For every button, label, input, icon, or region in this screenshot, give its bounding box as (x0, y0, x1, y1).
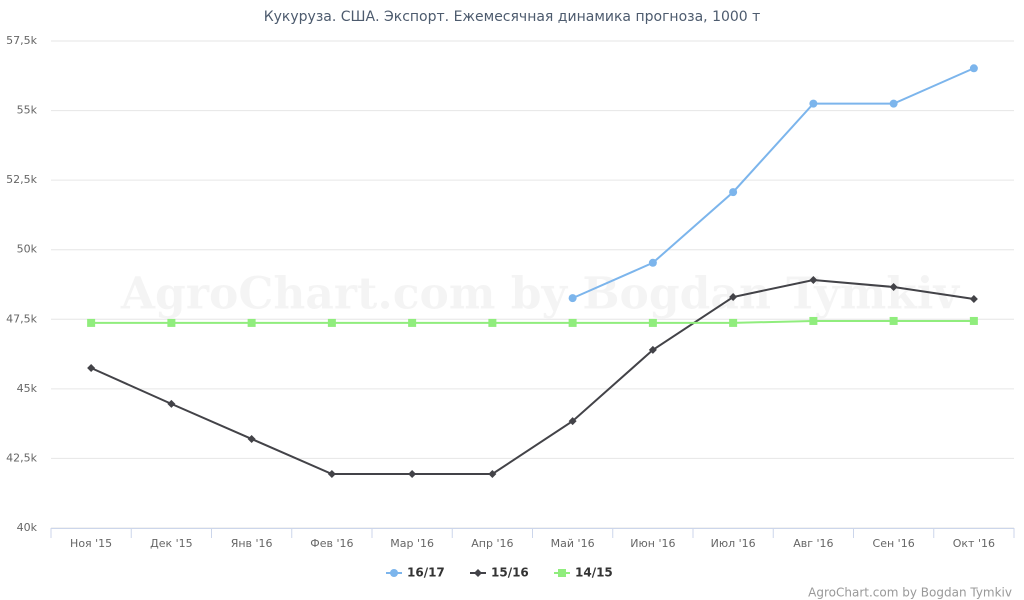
marker (729, 293, 738, 302)
marker (87, 318, 96, 327)
marker (408, 318, 417, 327)
legend-label[interactable]: 16/17 (407, 566, 445, 580)
x-tick-label: Дек '15 (150, 537, 193, 550)
marker (488, 470, 497, 479)
marker (390, 569, 398, 577)
y-tick-label: 52,5k (6, 173, 37, 186)
marker (474, 569, 482, 577)
marker (648, 345, 657, 354)
x-tick-label: Ноя '15 (70, 537, 112, 550)
y-tick-label: 40k (17, 521, 38, 534)
marker (568, 417, 577, 426)
x-tick-label: Сен '16 (873, 537, 915, 550)
marker (408, 470, 417, 479)
x-tick-label: Окт '16 (953, 537, 995, 550)
legend-label[interactable]: 15/16 (491, 566, 529, 580)
x-tick-label: Авг '16 (793, 537, 833, 550)
marker (247, 434, 256, 443)
x-tick-label: Фев '16 (310, 537, 353, 550)
watermark: AgroChart.com by Bogdan Tymkiv (120, 269, 961, 320)
y-tick-label: 47,5k (6, 312, 37, 325)
marker (327, 470, 336, 479)
marker (969, 64, 978, 73)
marker (889, 99, 898, 108)
marker (568, 294, 577, 303)
marker (809, 99, 818, 108)
marker (167, 318, 176, 327)
marker (167, 399, 176, 408)
marker (488, 318, 497, 327)
y-tick-label: 42,5k (6, 451, 37, 464)
y-tick-label: 55k (17, 104, 38, 117)
chart-title: Кукуруза. США. Экспорт. Ежемесячная дина… (264, 9, 761, 25)
marker (87, 363, 96, 372)
series-line (572, 67, 975, 300)
marker (729, 188, 738, 197)
marker (648, 318, 657, 327)
marker (889, 283, 898, 292)
series-line (90, 279, 975, 476)
y-tick-label: 50k (17, 243, 38, 256)
series-line (91, 319, 974, 324)
marker (327, 318, 336, 327)
marker (247, 318, 256, 327)
y-tick-label: 57,5k (6, 34, 37, 47)
y-tick-label: 45k (17, 382, 38, 395)
x-tick-label: Мар '16 (390, 537, 434, 550)
x-tick-label: Янв '16 (231, 537, 273, 550)
marker (809, 316, 818, 325)
x-tick-label: Апр '16 (471, 537, 513, 550)
x-tick-label: Июл '16 (711, 537, 756, 550)
marker (729, 318, 738, 327)
marker (969, 316, 978, 325)
marker (889, 316, 898, 325)
legend-label[interactable]: 14/15 (575, 566, 613, 580)
marker (558, 569, 566, 577)
credit: AgroChart.com by Bogdan Tymkiv (808, 586, 1012, 600)
x-tick-label: Май '16 (551, 537, 595, 550)
marker (969, 294, 978, 303)
marker (809, 276, 818, 285)
marker (568, 318, 577, 327)
x-tick-label: Июн '16 (630, 537, 675, 550)
marker (648, 258, 657, 267)
